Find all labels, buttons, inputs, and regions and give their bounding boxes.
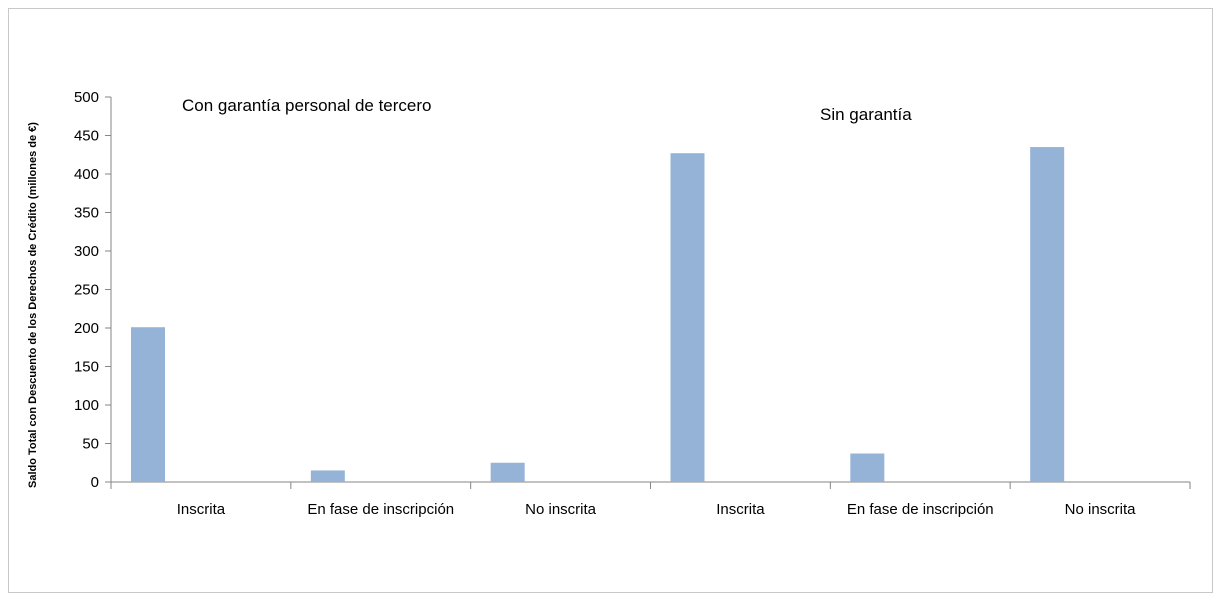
x-category-label: En fase de inscripción [847,501,994,518]
y-tick-label: 500 [74,89,99,106]
x-category-label: Inscrita [716,501,765,518]
group-title-sin-garantia: Sin garantía [820,105,912,124]
y-tick-label: 100 [74,397,99,414]
x-category-label: En fase de inscripción [307,501,454,518]
x-category-label: No inscrita [525,501,597,518]
x-category-label: No inscrita [1065,501,1137,518]
category-labels: Inscrita En fase de inscripción No inscrit… [177,501,1136,518]
bar-sin-garantia-inscrita [670,153,705,482]
bars [131,147,1065,483]
y-tick-label: 350 [74,205,99,222]
bar-con-garantia-no-inscrita [490,462,525,482]
y-tick-label: 0 [91,474,99,491]
chart-frame [8,8,1213,593]
axes: 0 50 100 150 200 250 300 350 400 450 500 [74,89,1191,491]
bar-con-garantia-en-fase-de-inscripción [310,470,345,482]
y-tick-label: 300 [74,243,99,260]
y-axis-label: Saldo Total con Descuento de los Derecho… [27,122,39,488]
bar-sin-garantia-no-inscrita [1030,147,1065,483]
y-tick-label: 50 [82,436,99,453]
group-title-con-garantia: Con garantía personal de tercero [182,96,432,115]
bar-sin-garantia-en-fase-de-inscripción [850,453,885,482]
x-category-label: Inscrita [177,501,226,518]
y-tick-label: 200 [74,320,99,337]
bar-con-garantia-inscrita [131,327,165,482]
y-tick-label: 400 [74,166,99,183]
y-tick-label: 450 [74,128,99,145]
y-tick-label: 150 [74,359,99,376]
y-tick-label: 250 [74,282,99,299]
